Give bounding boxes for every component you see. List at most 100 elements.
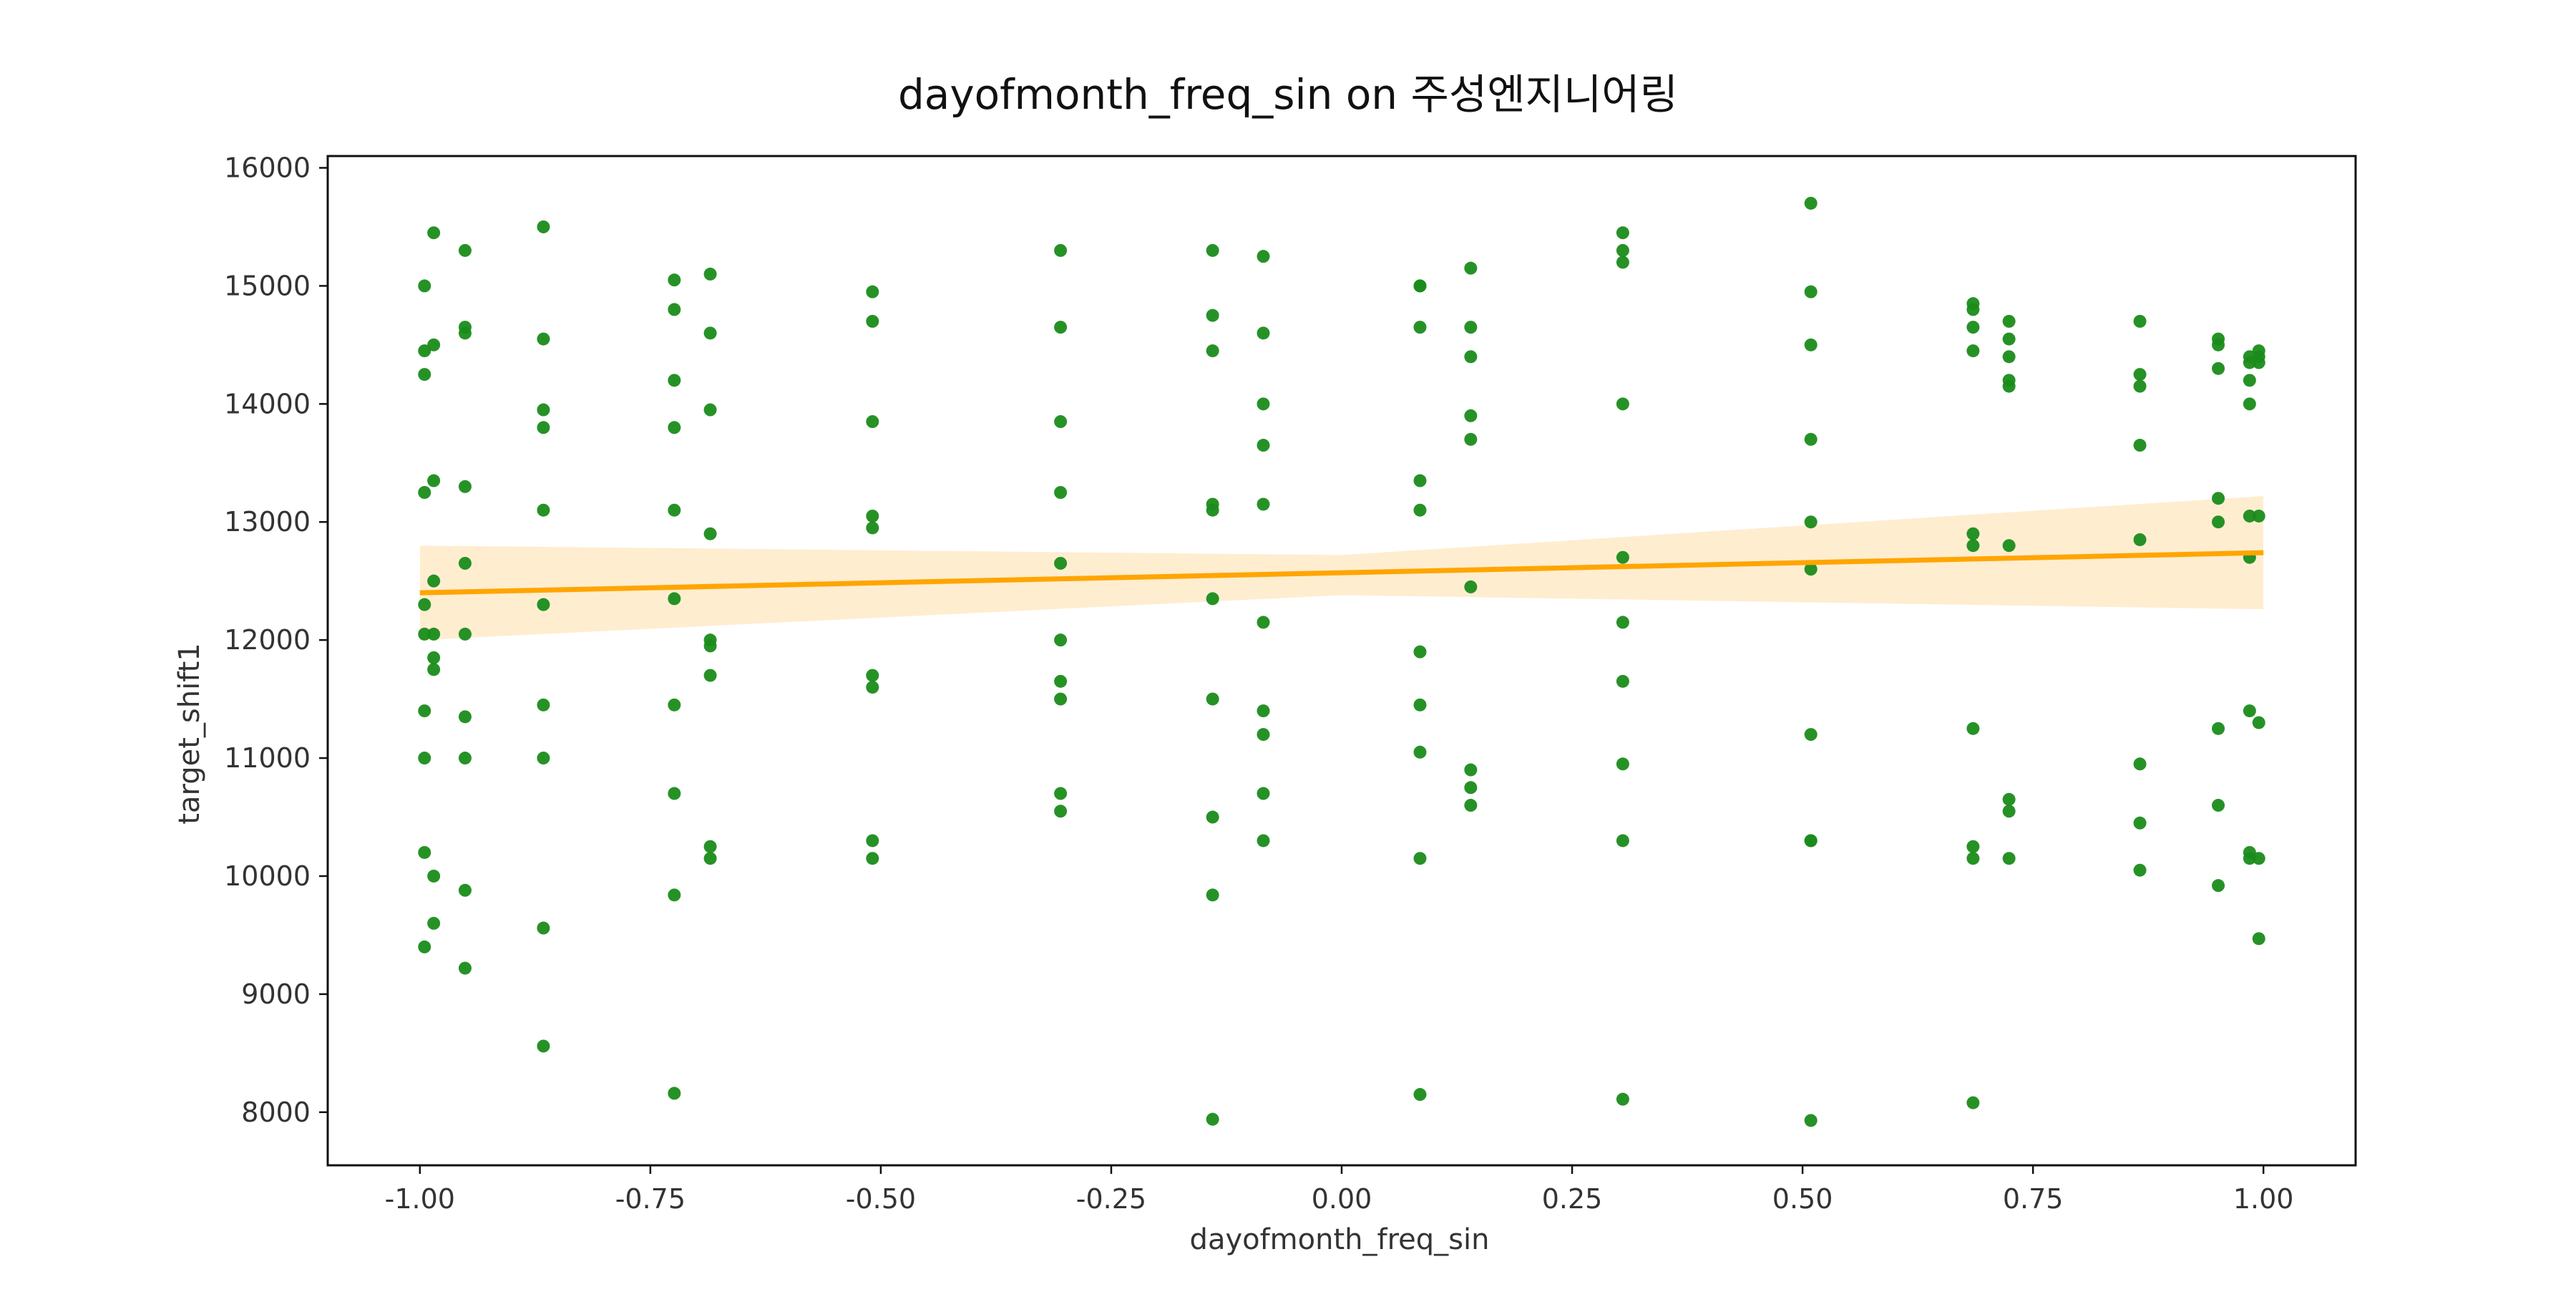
- data-point: [458, 326, 472, 340]
- data-point: [1257, 728, 1270, 742]
- data-point: [537, 332, 550, 346]
- data-point: [1257, 250, 1270, 263]
- x-tick-label: -0.25: [1076, 1183, 1146, 1215]
- data-point: [458, 710, 472, 724]
- data-point: [2133, 379, 2147, 393]
- y-tick-label: 11000: [224, 742, 311, 774]
- data-point: [2243, 852, 2256, 865]
- data-point: [1804, 196, 1818, 210]
- data-point: [537, 1039, 550, 1053]
- data-point: [2243, 356, 2256, 369]
- data-point: [668, 273, 681, 287]
- confidence-band-layer: [419, 495, 2264, 641]
- regression-line-layer: [419, 550, 2264, 596]
- data-point: [458, 752, 472, 765]
- data-point: [1804, 285, 1818, 298]
- data-point: [1966, 852, 1980, 865]
- data-point: [418, 598, 431, 611]
- data-point: [703, 527, 717, 540]
- data-point: [1966, 303, 1980, 316]
- y-axis: 8000 9000 10000 11000 12000 13000 14000 15000 16…: [224, 152, 328, 1128]
- data-point: [866, 852, 879, 865]
- data-point: [418, 344, 431, 358]
- data-point: [866, 521, 879, 535]
- y-tick-label: 9000: [241, 978, 311, 1010]
- x-tick-label: 1.00: [2233, 1183, 2294, 1215]
- x-tick-label: -1.00: [385, 1183, 455, 1215]
- plot-frame: [326, 155, 2357, 1167]
- data-point: [1054, 321, 1068, 334]
- data-point: [1804, 432, 1818, 446]
- data-point: [1616, 243, 1629, 257]
- data-point: [458, 961, 472, 975]
- data-point: [668, 374, 681, 387]
- data-point: [537, 921, 550, 935]
- y-tick-label: 14000: [224, 388, 311, 419]
- data-point: [1257, 616, 1270, 629]
- data-point: [703, 403, 717, 417]
- data-point: [2212, 492, 2225, 505]
- data-point: [2133, 863, 2147, 877]
- data-point: [1464, 350, 1478, 364]
- data-point: [866, 834, 879, 847]
- data-point: [427, 869, 441, 883]
- data-point: [418, 368, 431, 382]
- data-point: [866, 509, 879, 523]
- data-point: [427, 627, 441, 641]
- data-point: [2002, 805, 2016, 818]
- data-point: [1464, 763, 1478, 777]
- data-point: [1413, 321, 1427, 334]
- data-point: [1206, 243, 1219, 257]
- data-point: [1257, 834, 1270, 847]
- data-points: [418, 196, 2265, 1127]
- y-tick-label: 8000: [241, 1097, 311, 1128]
- data-point: [1257, 704, 1270, 718]
- data-point: [1966, 539, 1980, 553]
- data-point: [1206, 592, 1219, 606]
- data-point: [458, 480, 472, 493]
- data-point: [1464, 321, 1478, 334]
- data-point: [2252, 356, 2265, 369]
- data-point: [537, 220, 550, 233]
- data-point: [866, 681, 879, 694]
- data-point: [537, 752, 550, 765]
- data-point: [1966, 527, 1980, 540]
- data-point: [1206, 503, 1219, 517]
- data-point: [703, 840, 717, 853]
- x-tick-label: -0.75: [615, 1183, 686, 1215]
- data-point: [866, 285, 879, 298]
- data-point: [1616, 550, 1629, 564]
- x-tick-label: 0.75: [2003, 1183, 2064, 1215]
- data-point: [2002, 314, 2016, 328]
- data-point: [1616, 397, 1629, 411]
- data-point: [1616, 226, 1629, 240]
- data-point: [427, 338, 441, 351]
- data-point: [866, 669, 879, 682]
- data-point: [2002, 332, 2016, 346]
- data-point: [2212, 338, 2225, 351]
- data-point: [1464, 409, 1478, 422]
- data-point: [458, 556, 472, 570]
- data-point: [668, 592, 681, 606]
- data-point: [2252, 852, 2265, 865]
- data-point: [1054, 674, 1068, 688]
- data-point: [1413, 474, 1427, 487]
- confidence-band: [419, 495, 2264, 641]
- chart-title: dayofmonth_freq_sin on 주성엔지니어링: [898, 70, 1678, 119]
- data-point: [1054, 415, 1068, 429]
- data-point: [1257, 397, 1270, 411]
- data-point: [2252, 716, 2265, 729]
- data-point: [418, 752, 431, 765]
- data-point: [427, 226, 441, 240]
- data-point: [668, 787, 681, 800]
- data-point: [1054, 633, 1068, 647]
- data-point: [1464, 799, 1478, 812]
- data-point: [2252, 509, 2265, 523]
- data-point: [1804, 563, 1818, 576]
- x-tick-label: 0.25: [1542, 1183, 1603, 1215]
- data-point: [1413, 698, 1427, 711]
- data-point: [1413, 645, 1427, 659]
- data-point: [703, 267, 717, 281]
- x-tick-label: -0.50: [846, 1183, 916, 1215]
